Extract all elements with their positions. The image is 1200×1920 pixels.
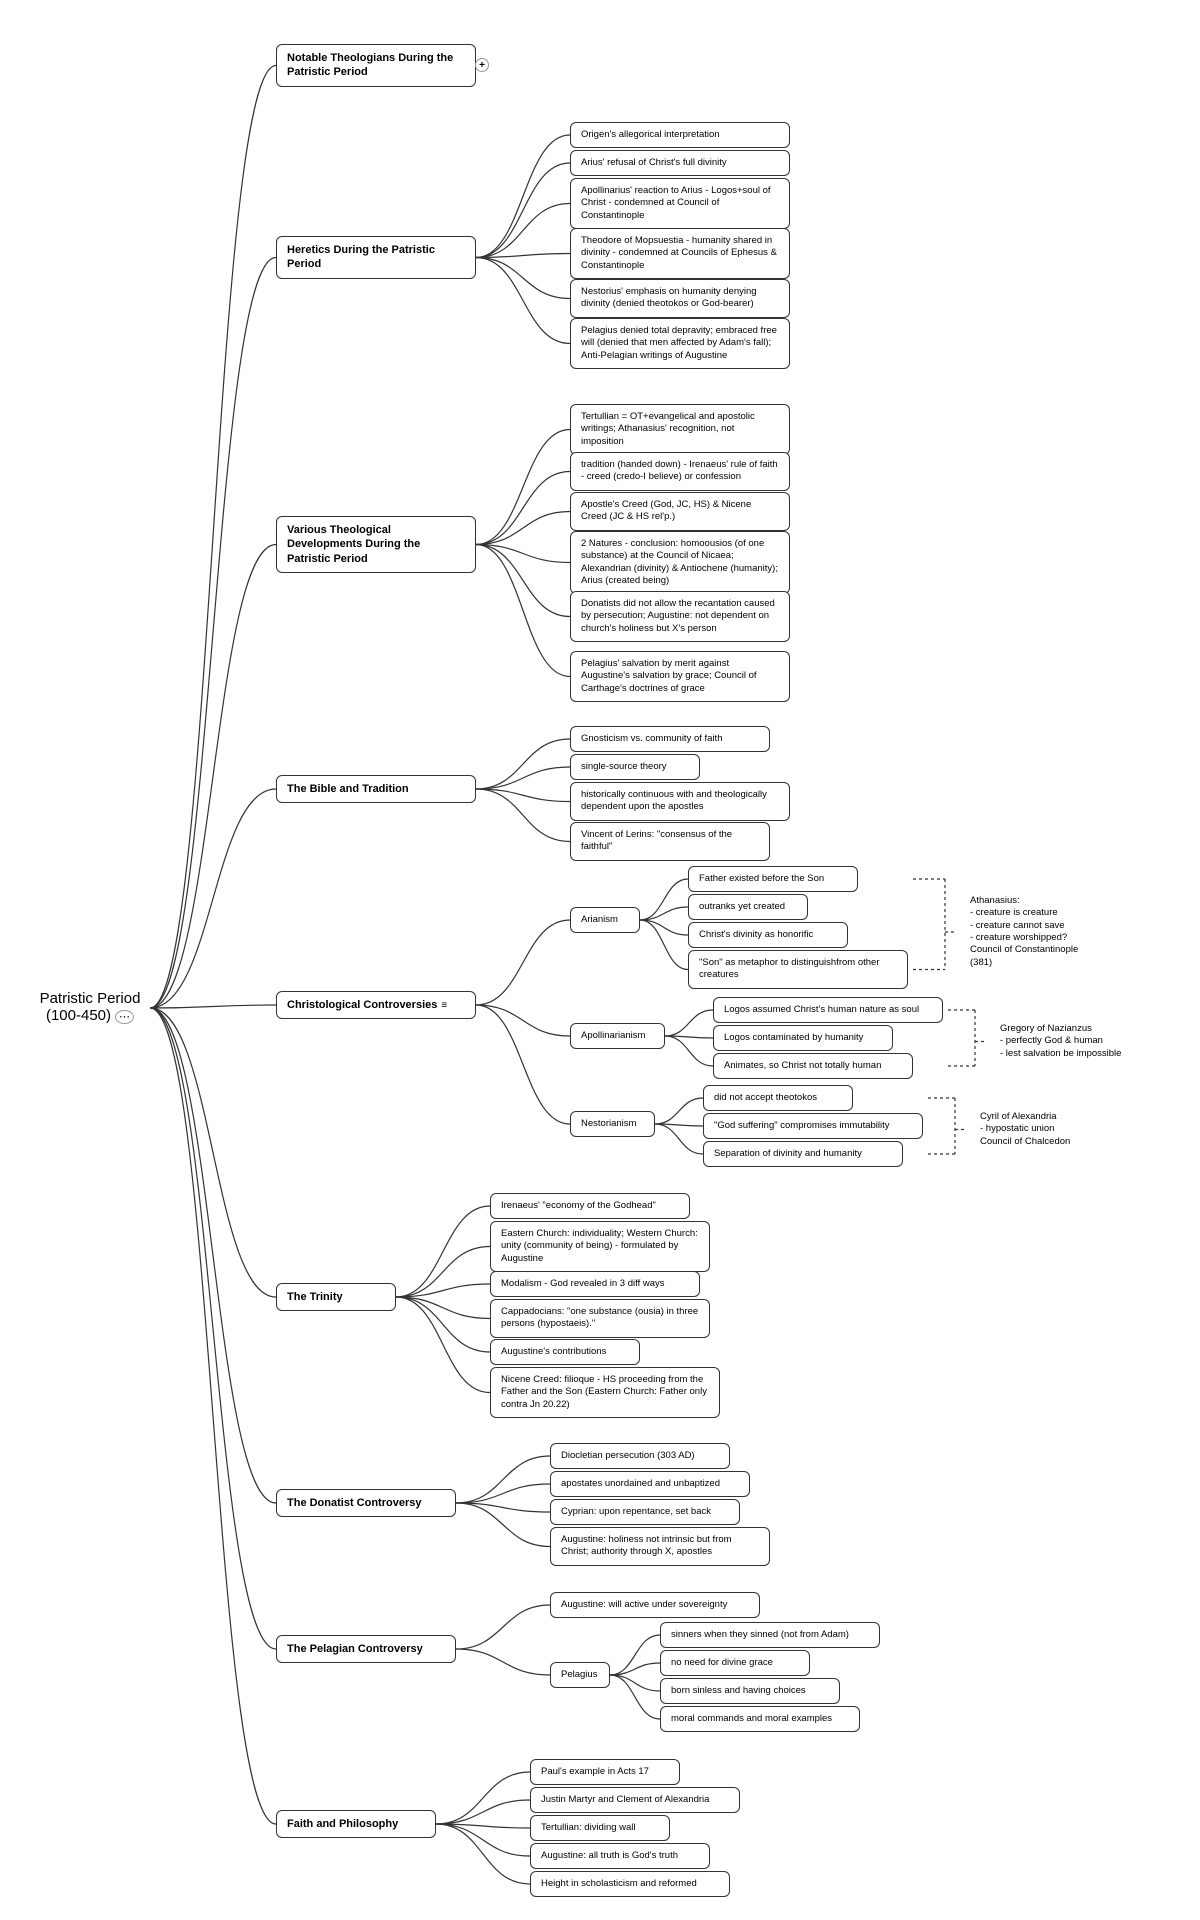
mindmap-node[interactable]: Nestorianism: [570, 1111, 655, 1137]
mindmap-node[interactable]: Theodore of Mopsuestia - humanity shared…: [570, 228, 790, 279]
mindmap-node[interactable]: outranks yet created: [688, 894, 808, 920]
mindmap-node[interactable]: Cappadocians: "one substance (ousia) in …: [490, 1299, 710, 1338]
mindmap-node[interactable]: Pelagius denied total depravity; embrace…: [570, 318, 790, 369]
mindmap-node[interactable]: The Bible and Tradition: [276, 775, 476, 803]
mindmap-node[interactable]: The Pelagian Controversy: [276, 1635, 456, 1663]
mindmap-node[interactable]: Notable Theologians During the Patristic…: [276, 44, 476, 87]
mindmap-node[interactable]: historically continuous with and theolog…: [570, 782, 790, 821]
annotation: Cyril of Alexandria - hypostatic union C…: [970, 1105, 1100, 1154]
mindmap-node[interactable]: Father existed before the Son: [688, 866, 858, 892]
mindmap-node[interactable]: Apostle's Creed (God, JC, HS) & Nicene C…: [570, 492, 790, 531]
mindmap-node[interactable]: born sinless and having choices: [660, 1678, 840, 1704]
mindmap-node[interactable]: tradition (handed down) - Irenaeus' rule…: [570, 452, 790, 491]
mindmap-node[interactable]: sinners when they sinned (not from Adam): [660, 1622, 880, 1648]
mindmap-node[interactable]: "Son" as metaphor to distinguishfrom oth…: [688, 950, 908, 989]
mindmap-node[interactable]: Nicene Creed: filioque - HS proceeding f…: [490, 1367, 720, 1418]
ellipsis-icon[interactable]: ⋯: [115, 1010, 134, 1024]
mindmap-node[interactable]: Gnosticism vs. community of faith: [570, 726, 770, 752]
mindmap-node[interactable]: Various Theological Developments During …: [276, 516, 476, 573]
mindmap-node[interactable]: Pelagius: [550, 1662, 610, 1688]
mindmap-node[interactable]: moral commands and moral examples: [660, 1706, 860, 1732]
mindmap-node[interactable]: Tertullian = OT+evangelical and apostoli…: [570, 404, 790, 455]
mindmap-node[interactable]: Donatists did not allow the recantation …: [570, 591, 790, 642]
mindmap-node[interactable]: Augustine: holiness not intrinsic but fr…: [550, 1527, 770, 1566]
collapse-icon[interactable]: +: [475, 58, 489, 72]
mindmap-node[interactable]: apostates unordained and unbaptized: [550, 1471, 750, 1497]
mindmap-node[interactable]: Animates, so Christ not totally human: [713, 1053, 913, 1079]
mindmap-node[interactable]: Diocletian persecution (303 AD): [550, 1443, 730, 1469]
mindmap-node[interactable]: Arianism: [570, 907, 640, 933]
mindmap-node[interactable]: 2 Natures - conclusion: homoousios (of o…: [570, 531, 790, 594]
mindmap-node[interactable]: Augustine's contributions: [490, 1339, 640, 1365]
mindmap-node[interactable]: Eastern Church: individuality; Western C…: [490, 1221, 710, 1272]
mindmap-node[interactable]: no need for divine grace: [660, 1650, 810, 1676]
mindmap-node[interactable]: Arius' refusal of Christ's full divinity: [570, 150, 790, 176]
mindmap-node[interactable]: Apollinarius' reaction to Arius - Logos+…: [570, 178, 790, 229]
mindmap-node[interactable]: Apollinarianism: [570, 1023, 665, 1049]
mindmap-node[interactable]: Augustine: will active under sovereignty: [550, 1592, 760, 1618]
mindmap-node[interactable]: Nestorius' emphasis on humanity denying …: [570, 279, 790, 318]
mindmap-node[interactable]: Justin Martyr and Clement of Alexandria: [530, 1787, 740, 1813]
mindmap-node[interactable]: Irenaeus' "economy of the Godhead": [490, 1193, 690, 1219]
annotation: Athanasius: - creature is creature - cre…: [960, 889, 1110, 975]
mindmap-node[interactable]: Faith and Philosophy: [276, 1810, 436, 1838]
mindmap-node[interactable]: Separation of divinity and humanity: [703, 1141, 903, 1167]
mindmap-node[interactable]: Christ's divinity as honorific: [688, 922, 848, 948]
mindmap-node[interactable]: The Trinity: [276, 1283, 396, 1311]
mindmap-node[interactable]: single-source theory: [570, 754, 700, 780]
mindmap-node[interactable]: Modalism - God revealed in 3 diff ways: [490, 1271, 700, 1297]
mindmap-node[interactable]: Logos assumed Christ's human nature as s…: [713, 997, 943, 1023]
mindmap-node[interactable]: Tertullian: dividing wall: [530, 1815, 670, 1841]
mindmap-node[interactable]: The Donatist Controversy: [276, 1489, 456, 1517]
mindmap-node[interactable]: Christological Controversies≡: [276, 991, 476, 1019]
mindmap-node[interactable]: Height in scholasticism and reformed: [530, 1871, 730, 1897]
mindmap-node[interactable]: Pelagius' salvation by merit against Aug…: [570, 651, 790, 702]
root-node[interactable]: Patristic Period (100-450)⋯: [30, 990, 150, 1024]
mindmap-node[interactable]: Augustine: all truth is God's truth: [530, 1843, 710, 1869]
mindmap-node[interactable]: Heretics During the Patristic Period: [276, 236, 476, 279]
annotation: Gregory of Nazianzus - perfectly God & h…: [990, 1017, 1150, 1066]
mindmap-node[interactable]: Origen's allegorical interpretation: [570, 122, 790, 148]
note-icon: ≡: [441, 1000, 447, 1011]
mindmap-node[interactable]: did not accept theotokos: [703, 1085, 853, 1111]
mindmap-node[interactable]: Paul's example in Acts 17: [530, 1759, 680, 1785]
mindmap-node[interactable]: Cyprian: upon repentance, set back: [550, 1499, 740, 1525]
mindmap-node[interactable]: Logos contaminated by humanity: [713, 1025, 893, 1051]
mindmap-node[interactable]: "God suffering" compromises immutability: [703, 1113, 923, 1139]
mindmap-node[interactable]: Vincent of Lerins: "consensus of the fai…: [570, 822, 770, 861]
